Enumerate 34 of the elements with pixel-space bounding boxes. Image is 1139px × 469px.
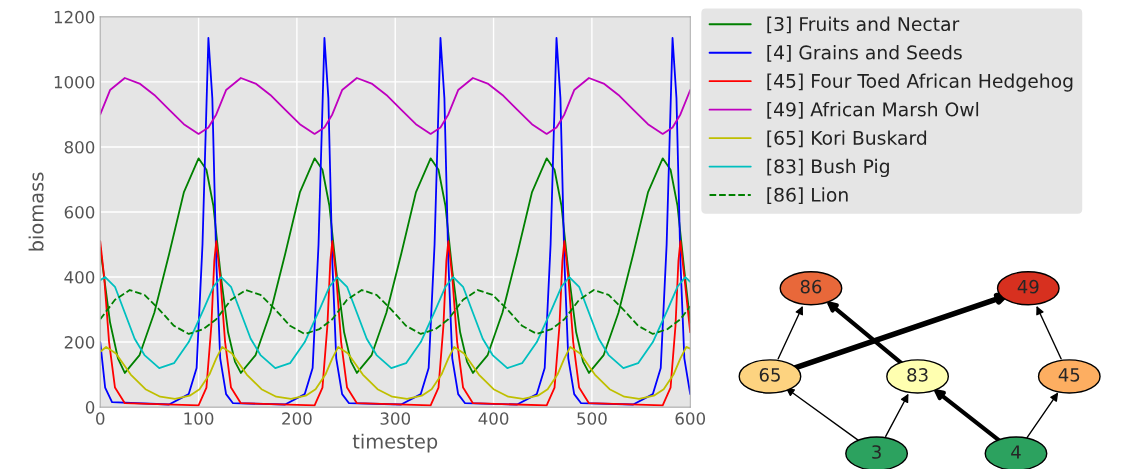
legend-label: [45] Four Toed African Hedgehog (767, 73, 1073, 92)
legend-label: [65] Kori Buskard (767, 130, 927, 148)
y-tick-label: 800 (64, 140, 95, 154)
y-axis-title: biomass (28, 172, 44, 251)
x-axis-title: timestep (352, 433, 438, 453)
x-tick-label: 300 (380, 412, 411, 425)
y-tick-label: 600 (64, 205, 95, 219)
x-tick-label: 200 (282, 412, 312, 425)
y-tick-label: 1200 (54, 10, 95, 24)
line-series (100, 157, 691, 374)
text: 86 (800, 279, 822, 294)
text: 3 (872, 445, 881, 459)
y-tick-label: 200 (64, 336, 95, 349)
x-tick-label: 0 (96, 412, 105, 425)
legend-label: [3] Fruits and Nectar (767, 16, 960, 34)
line-series (100, 276, 691, 369)
text: 83 (907, 368, 928, 382)
x-tick-label: 100 (184, 412, 214, 425)
x-tick-label: 400 (478, 412, 509, 425)
text: 49 (1017, 279, 1039, 294)
text: 45 (1058, 368, 1080, 382)
x-tick-label: 600 (675, 412, 706, 425)
y-tick-label: 1000 (54, 75, 95, 89)
legend-label: [49] African Marsh Owl (767, 101, 979, 119)
y-tick-label: 0 (85, 401, 95, 414)
legend-label: [86] Lion (767, 187, 848, 205)
line-series (100, 77, 691, 135)
text: 65 (759, 368, 780, 382)
x-tick-label: 500 (577, 412, 607, 425)
legend-label: [83] Bush Pig (767, 158, 889, 178)
line-series (100, 346, 691, 400)
legend-label: [4] Grains and Seeds (767, 45, 962, 62)
y-tick-label: 400 (64, 270, 95, 284)
text: 4 (1011, 445, 1021, 459)
